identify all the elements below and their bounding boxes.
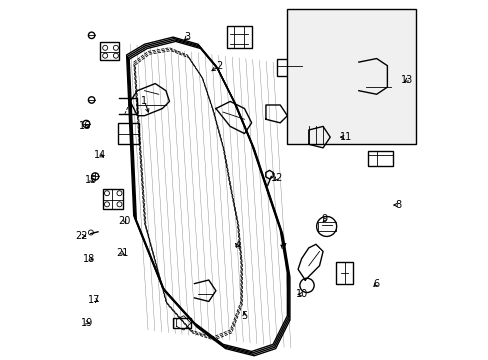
Text: 19: 19 <box>81 318 93 328</box>
Text: 4: 4 <box>234 241 240 251</box>
Bar <box>287 9 415 144</box>
Bar <box>118 123 139 144</box>
Text: 8: 8 <box>394 200 400 210</box>
Bar <box>103 189 123 208</box>
Bar <box>276 59 301 76</box>
Bar <box>317 222 335 231</box>
Text: 18: 18 <box>83 253 95 264</box>
Text: 16: 16 <box>79 121 91 131</box>
Text: 2: 2 <box>216 61 222 71</box>
Text: 3: 3 <box>184 32 190 42</box>
Text: 17: 17 <box>88 295 101 305</box>
Text: 15: 15 <box>84 175 97 185</box>
Text: 6: 6 <box>373 279 379 289</box>
Text: 21: 21 <box>116 248 128 258</box>
Bar <box>335 262 353 284</box>
Text: 11: 11 <box>340 132 352 142</box>
Text: 22: 22 <box>76 231 88 241</box>
Text: 13: 13 <box>400 75 412 85</box>
Text: 10: 10 <box>295 289 307 299</box>
Text: 1: 1 <box>141 96 147 107</box>
Bar <box>365 76 390 102</box>
Bar <box>226 26 251 48</box>
Text: 20: 20 <box>119 216 131 226</box>
Bar <box>367 152 392 166</box>
Text: 5: 5 <box>241 311 247 321</box>
Text: 14: 14 <box>94 150 106 160</box>
Bar <box>100 42 119 60</box>
Bar <box>173 318 190 328</box>
Text: 9: 9 <box>321 214 327 224</box>
Text: 12: 12 <box>270 173 282 183</box>
Text: 7: 7 <box>280 243 286 253</box>
